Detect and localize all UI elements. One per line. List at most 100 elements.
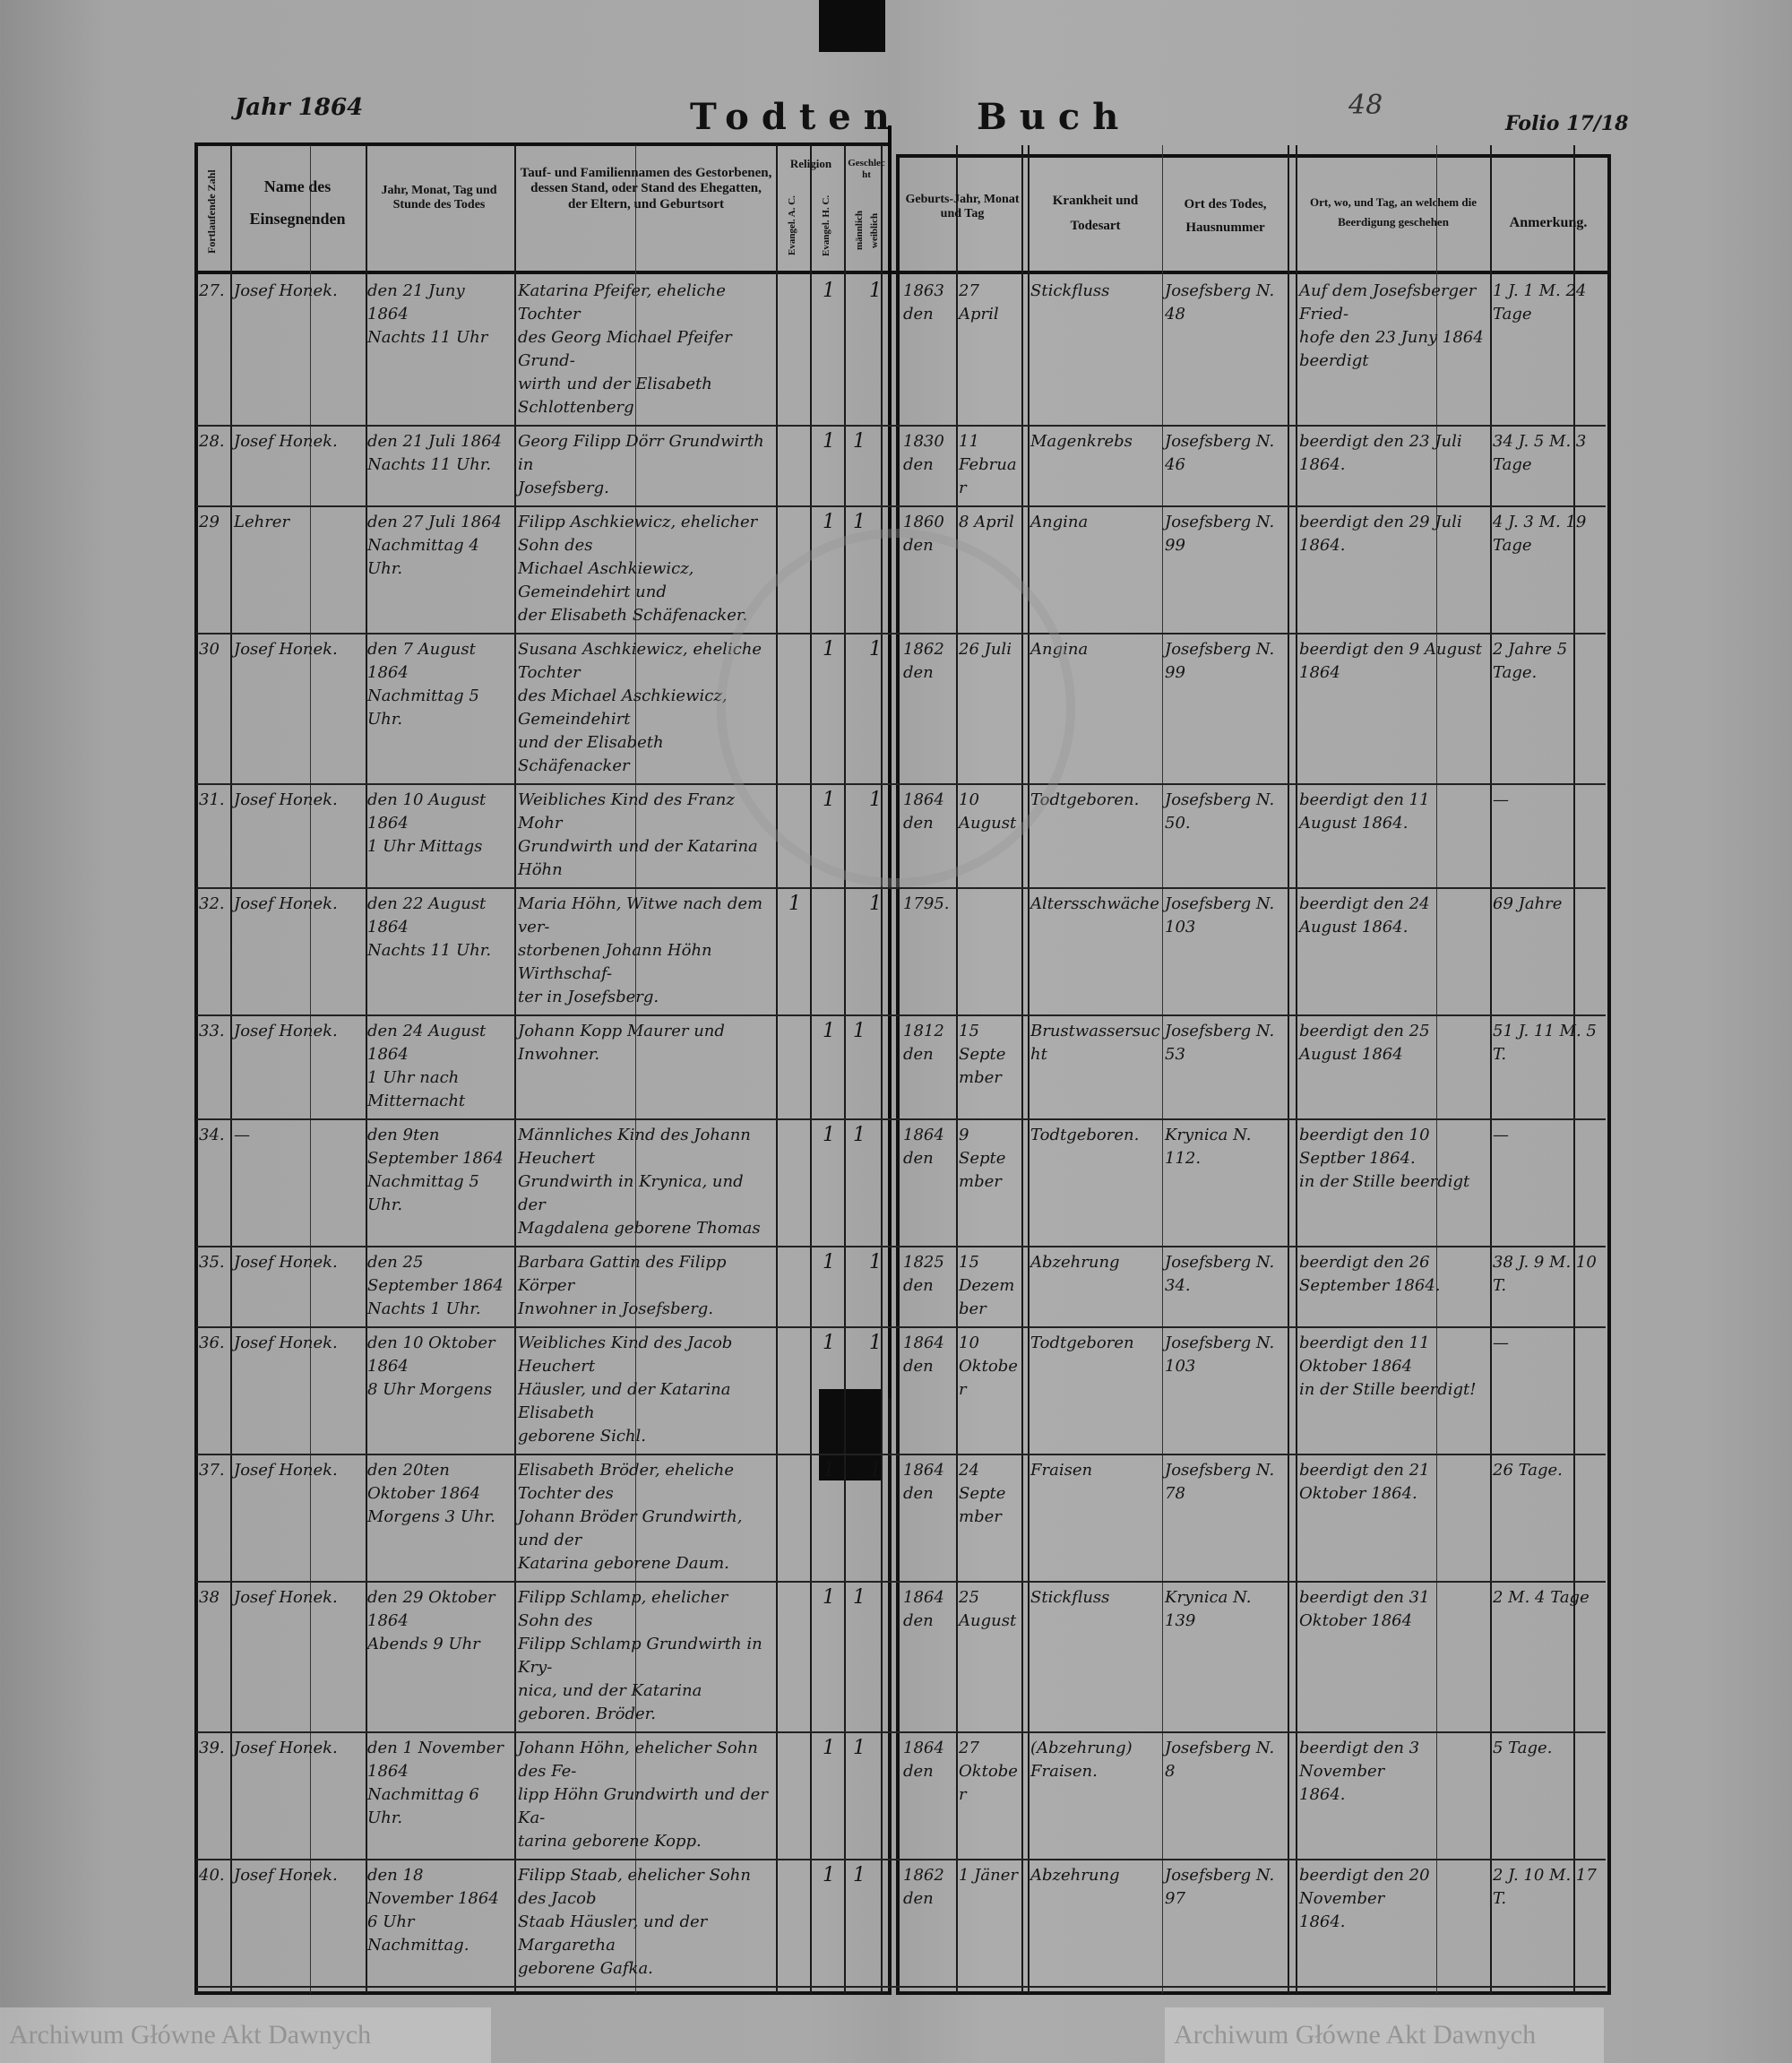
cell-place: Josefsberg N. 99 xyxy=(1165,640,1275,682)
cell-burial: beerdigt den 10 Septber 1864. in der Sti… xyxy=(1299,1126,1470,1191)
cell-birth-year: 1830 den xyxy=(903,432,944,474)
cell-remarks: — xyxy=(1493,790,1509,809)
cell-birth-year: 1864 den xyxy=(903,1739,944,1781)
cell-officiant: Josef Honek. xyxy=(234,894,338,913)
cell-birth-day: 9 September xyxy=(959,1126,1006,1191)
title-left: Todten xyxy=(690,96,902,138)
cell-death: den 10 August 1864 1 Uhr Mittags xyxy=(367,790,487,856)
cell-birth-day: 27 April xyxy=(959,281,999,324)
cell-name: Filipp Schlamp, ehelicher Sohn des Filip… xyxy=(518,1588,762,1723)
cell-birth-day: 8 April xyxy=(959,513,1014,531)
cell-place: Josefsberg N. 97 xyxy=(1165,1866,1275,1908)
cell-nr: 32. xyxy=(199,894,225,913)
cell-mark-w: 1 xyxy=(869,1459,882,1481)
cell-officiant: Josef Honek. xyxy=(234,1739,338,1757)
cell-burial: beerdigt den 21 Oktober 1864. xyxy=(1299,1461,1430,1503)
cell-birth-year: 1812 den xyxy=(903,1022,944,1064)
cell-mark-hc: 1 xyxy=(823,1586,835,1609)
cell-remarks: 4 J. 3 M. 19 Tage xyxy=(1493,513,1587,555)
cell-officiant: Josef Honek. xyxy=(234,432,338,451)
header-name: Tauf- und Familiennamen des Gestorbenen,… xyxy=(520,166,772,211)
column-rule xyxy=(366,145,367,1993)
cell-disease: Todtgeboren. xyxy=(1030,790,1140,809)
cell-officiant: Lehrer xyxy=(234,513,290,531)
header-divider xyxy=(194,271,1607,274)
cell-nr: 40. xyxy=(199,1866,225,1885)
cell-place: Josefsberg N. 48 xyxy=(1165,281,1275,324)
cell-place: Josefsberg N. 99 xyxy=(1165,513,1275,555)
cell-officiant: Josef Honek. xyxy=(234,1253,338,1272)
book-binding-bottom xyxy=(819,1389,882,1480)
cell-birth-year: 1862 den xyxy=(903,1866,944,1908)
header-religion-hc: Evangel. H. C. xyxy=(821,194,831,257)
column-rule xyxy=(230,145,232,1993)
cell-nr: 30 xyxy=(199,640,220,659)
cell-remarks: 26 Tage. xyxy=(1493,1461,1563,1480)
cell-mark-hc: 1 xyxy=(823,1251,835,1273)
cell-birth-year: 1825 den xyxy=(903,1253,944,1295)
cell-disease: Stickfluss xyxy=(1030,281,1110,300)
watermark-top-right: Archiwum Główne Akt Dawnych xyxy=(1165,2007,1604,2063)
cell-burial: beerdigt den 20 November 1864. xyxy=(1299,1866,1430,1931)
header-sex-male: männlich xyxy=(854,211,865,251)
cell-nr: 31. xyxy=(199,790,225,809)
row-rule xyxy=(196,1986,1606,1988)
cell-officiant: Josef Honek. xyxy=(234,1866,338,1885)
row-rule xyxy=(196,1581,1606,1583)
column-rule xyxy=(1436,145,1437,1993)
cell-burial: beerdigt den 25 August 1864 xyxy=(1299,1022,1430,1064)
column-rule xyxy=(1162,145,1163,1993)
cell-mark-w: 1 xyxy=(869,1332,882,1354)
header-officiant: Name des Einsegnenden xyxy=(249,177,346,228)
cell-place: Josefsberg N. 103 xyxy=(1165,1334,1275,1376)
cell-death: den 18 November 1864 6 Uhr Nachmittag. xyxy=(367,1866,499,1955)
cell-burial: beerdigt den 26 September 1864. xyxy=(1299,1253,1441,1295)
cell-name: Weibliches Kind des Franz Mohr Grundwirt… xyxy=(518,790,758,879)
cell-place: Josefsberg N. 34. xyxy=(1165,1253,1275,1295)
cell-disease: Brustwassersucht xyxy=(1030,1022,1160,1064)
cell-place: Josefsberg N. 46 xyxy=(1165,432,1275,474)
cell-birth-day: 24 September xyxy=(959,1461,1006,1526)
cell-death: den 20ten Oktober 1864 Morgens 3 Uhr. xyxy=(367,1461,495,1526)
cell-burial: beerdigt den 11 August 1864. xyxy=(1299,790,1430,833)
cell-birth-year: 1795. xyxy=(903,894,950,913)
cell-disease: (Abzehrung) Fraisen. xyxy=(1030,1739,1133,1781)
header-disease: Krankheit und Todesart xyxy=(1052,194,1139,233)
header-religion-ac: Evangel. A. C. xyxy=(787,195,797,256)
cell-birth-day: 15 September xyxy=(959,1022,1006,1087)
cell-mark-w: 1 xyxy=(869,1251,882,1273)
cell-name: Elisabeth Bröder, eheliche Tochter des J… xyxy=(518,1461,743,1573)
cell-remarks: 38 J. 9 M. 10 T. xyxy=(1493,1253,1597,1295)
header-sex: Geschlecht xyxy=(848,158,885,180)
cell-disease: Todtgeboren xyxy=(1030,1334,1134,1352)
cell-death: den 9ten September 1864 Nachmittag 5 Uhr… xyxy=(367,1126,504,1214)
column-rule xyxy=(956,145,958,1993)
column-rule xyxy=(514,145,516,1993)
folio-number: Folio 17/18 xyxy=(1505,112,1629,135)
cell-death: den 27 Juli 1864 Nachmittag 4 Uhr. xyxy=(367,513,502,578)
cell-remarks: 5 Tage. xyxy=(1493,1739,1553,1757)
cell-name: Filipp Aschkiewicz, ehelicher Sohn des M… xyxy=(518,513,758,625)
cell-birth-day: 1 Jäner xyxy=(959,1866,1018,1885)
cell-name: Katarina Pfeifer, eheliche Tochter des G… xyxy=(518,281,732,417)
cell-mark-hc: 1 xyxy=(823,280,835,302)
cell-mark-m: 1 xyxy=(853,430,866,453)
column-rule xyxy=(881,145,883,1993)
cell-disease: Altersschwäche xyxy=(1030,894,1159,913)
cell-remarks: 69 Jahre xyxy=(1493,894,1563,913)
cell-birth-year: 1863 den xyxy=(903,281,944,324)
row-rule xyxy=(196,887,1606,889)
cell-officiant: Josef Honek. xyxy=(234,281,338,300)
cell-nr: 37. xyxy=(199,1461,225,1480)
cell-mark-hc: 1 xyxy=(823,1020,835,1042)
column-rule xyxy=(1021,145,1023,1993)
title-right: Buch xyxy=(977,96,1132,138)
cell-officiant: Josef Honek. xyxy=(234,1334,338,1352)
cell-death: den 22 August 1864 Nachts 11 Uhr. xyxy=(367,894,492,960)
cell-mark-m: 1 xyxy=(853,1864,866,1886)
cell-death: den 29 Oktober 1864 Abends 9 Uhr xyxy=(367,1588,495,1653)
cell-mark-hc: 1 xyxy=(823,430,835,453)
cell-mark-m: 1 xyxy=(853,1737,866,1759)
column-rule xyxy=(1490,145,1492,1993)
cell-death: den 21 Juli 1864 Nachts 11 Uhr. xyxy=(367,432,502,474)
